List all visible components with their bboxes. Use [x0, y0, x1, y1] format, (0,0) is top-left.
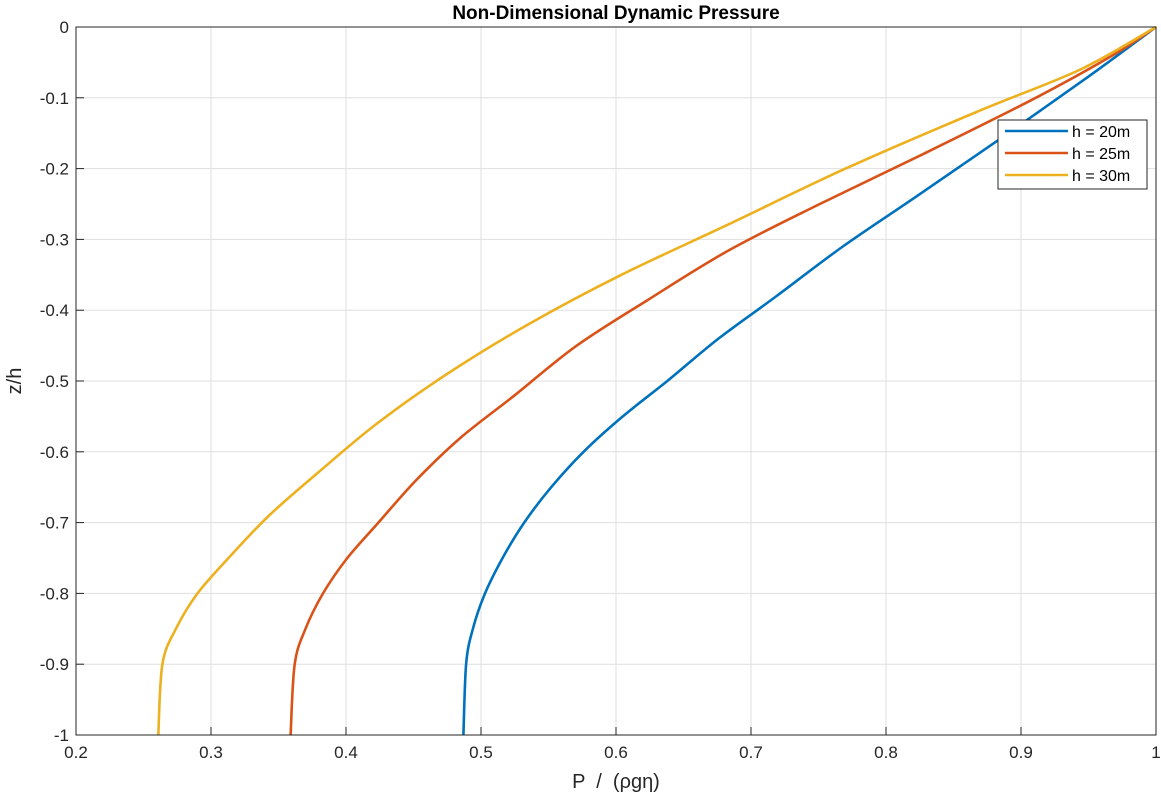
legend: h = 20m h = 25m h = 30m [997, 119, 1148, 190]
y-tick-label: -0.5 [40, 372, 69, 391]
series-layer [157, 25, 1157, 736]
y-tick-label: -0.2 [40, 160, 69, 179]
legend-label-1: h = 20m [1072, 124, 1130, 141]
y-tick-label: -0.6 [40, 443, 69, 462]
x-axis-title: P / (ρgη) [572, 771, 660, 793]
series-line-1 [462, 25, 1157, 736]
y-tick-label: 0 [60, 18, 69, 37]
grid [75, 26, 1157, 736]
y-tick-label: -0.7 [40, 514, 69, 533]
x-tick-label: 0.4 [334, 743, 358, 762]
x-tick-label: 0.3 [199, 743, 223, 762]
series-line-3 [157, 25, 1157, 736]
y-tick-label: -0.1 [40, 89, 69, 108]
y-axis: 0 -0.1 -0.2 -0.3 -0.4 -0.5 -0.6 -0.7 -0.8 -0.9 -1 [40, 18, 84, 745]
y-tick-label: -0.4 [40, 301, 69, 320]
x-tick-label: 0.9 [1009, 743, 1033, 762]
x-axis: 0.2 0.3 0.4 0.5 0.6 0.7 0.8 0.9 1 [64, 727, 1161, 762]
x-tick-label: 0.8 [874, 743, 898, 762]
y-tick-label: -0.3 [40, 230, 69, 249]
chart-title: Non-Dimensional Dynamic Pressure [452, 3, 779, 24]
y-axis-title: z/h [4, 368, 26, 395]
legend-label-3: h = 30m [1072, 168, 1130, 185]
x-tick-label: 0.2 [64, 743, 88, 762]
series-line-2 [289, 25, 1157, 736]
legend-label-2: h = 25m [1072, 146, 1130, 163]
x-tick-label: 0.5 [469, 743, 493, 762]
x-tick-label: 1 [1151, 743, 1160, 762]
y-tick-label: -0.9 [40, 655, 69, 674]
x-tick-label: 0.7 [739, 743, 763, 762]
y-tick-label: -1 [54, 726, 69, 745]
y-tick-label: -0.8 [40, 584, 69, 603]
x-tick-label: 0.6 [604, 743, 628, 762]
